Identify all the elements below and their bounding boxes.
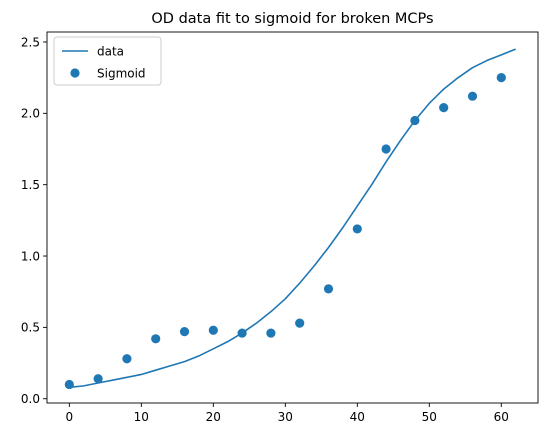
series-point-sigmoid — [496, 73, 506, 83]
y-tick-label: 2.0 — [21, 107, 40, 121]
y-tick-label: 0.0 — [21, 392, 40, 406]
x-tick-label: 60 — [494, 410, 509, 424]
x-tick-label: 30 — [278, 410, 293, 424]
series-point-sigmoid — [295, 318, 305, 328]
plot-area — [64, 48, 516, 390]
y-tick-label: 2.5 — [21, 35, 40, 49]
axes-frame — [46, 31, 539, 404]
x-tick-label: 40 — [350, 410, 365, 424]
series-point-sigmoid — [410, 115, 420, 126]
series-point-sigmoid — [352, 224, 362, 234]
x-tick-label: 50 — [422, 410, 437, 424]
series-point-sigmoid — [93, 374, 103, 384]
axes: 0 10 20 30 40 50 60 0.0 0.5 1.0 1.5 2.0 2.5 — [21, 31, 539, 424]
legend-marker-swatch — [70, 68, 80, 78]
series-point-sigmoid — [151, 334, 161, 344]
series-point-sigmoid — [64, 379, 74, 390]
legend: data Sigmoid — [53, 36, 162, 86]
series-line-data — [69, 48, 516, 389]
legend-box — [53, 36, 162, 86]
legend-label: Sigmoid — [97, 66, 146, 80]
y-tick-label: 0.5 — [21, 321, 40, 335]
series-point-sigmoid — [266, 328, 276, 338]
series-point-sigmoid — [208, 325, 218, 335]
y-tick-label: 1.5 — [21, 178, 40, 192]
series-point-sigmoid — [439, 103, 449, 113]
series-point-sigmoid — [122, 354, 132, 364]
series-point-sigmoid — [323, 284, 334, 294]
x-tick-label: 10 — [134, 410, 149, 424]
series-point-sigmoid — [237, 328, 247, 338]
series-point-sigmoid — [381, 144, 391, 154]
x-tick-label: 0 — [65, 410, 73, 424]
legend-label: data — [97, 44, 124, 58]
y-tick-label: 1.0 — [21, 249, 40, 263]
x-tick-label: 20 — [206, 410, 221, 424]
chart-title: OD data fit to sigmoid for broken MCPs — [151, 11, 433, 27]
series-point-sigmoid — [467, 91, 478, 101]
series-point-sigmoid — [179, 327, 190, 337]
